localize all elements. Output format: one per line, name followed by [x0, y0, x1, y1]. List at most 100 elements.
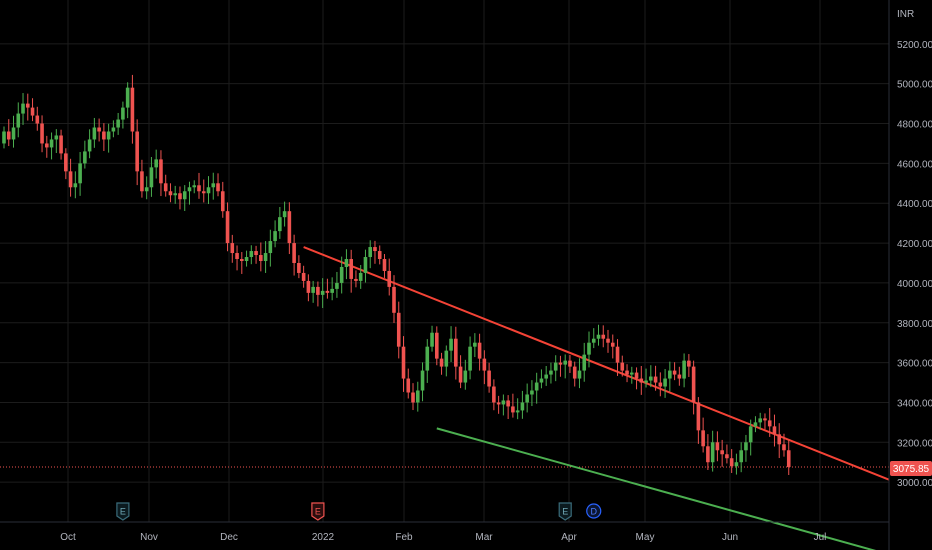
y-tick-label: 4600.00: [897, 159, 932, 170]
candle-body: [625, 370, 629, 375]
candle-body: [530, 390, 534, 395]
candle-body: [130, 87, 135, 132]
candle-body: [201, 191, 206, 194]
candle-body: [672, 370, 677, 375]
candle-body: [311, 286, 315, 293]
candle-body: [401, 346, 406, 379]
candle-body: [506, 400, 510, 407]
candle-body: [663, 378, 667, 387]
candle-body: [59, 135, 63, 154]
candle-body: [163, 183, 168, 192]
candle-body: [786, 450, 791, 468]
y-tick-label: 3000.00: [897, 478, 932, 489]
candle-body: [16, 113, 21, 128]
candle-body: [782, 444, 786, 451]
candle-body: [653, 376, 658, 383]
candle-body: [525, 394, 529, 403]
candle-body: [748, 426, 753, 443]
candle-body: [49, 139, 54, 148]
price-axis: INR 3000.00 3200.00 3400.00 3600.00 3800.00 4…: [888, 0, 932, 550]
x-tick-label: Dec: [220, 532, 238, 543]
candle-body: [420, 370, 425, 391]
candle-body: [615, 346, 620, 363]
candle-body: [140, 171, 144, 192]
candle-body: [634, 372, 639, 379]
candle-body: [606, 338, 610, 343]
grid: [0, 0, 889, 522]
candle-body: [325, 290, 330, 293]
trendlines: [303, 246, 890, 550]
candle-body: [568, 360, 572, 367]
event-marker-label: E: [562, 507, 568, 517]
candle-body: [720, 450, 724, 455]
candle-body: [297, 262, 301, 273]
candle-body: [192, 185, 197, 188]
x-tick-label: 2022: [312, 532, 335, 543]
y-tick-label: 3600.00: [897, 359, 932, 370]
candle-body: [187, 187, 192, 192]
event-marker-label: E: [120, 507, 126, 517]
candle-body: [106, 131, 111, 140]
candle-body: [392, 286, 396, 313]
candle-body: [396, 312, 401, 347]
candle-body: [25, 103, 30, 108]
candle-body: [415, 390, 420, 403]
candle-body: [368, 247, 373, 258]
candle-body: [54, 135, 59, 140]
candle-body: [387, 270, 392, 287]
candle-body: [330, 288, 334, 293]
candle-body: [582, 354, 587, 371]
candle-body: [301, 272, 306, 281]
candle-body: [320, 290, 325, 295]
candle-body: [135, 131, 139, 172]
candle-body: [439, 358, 444, 367]
event-marker-label: D: [590, 507, 597, 517]
candle-body: [687, 360, 691, 367]
candle-body: [225, 211, 230, 244]
candle-body: [206, 187, 211, 194]
candle-body: [30, 107, 35, 116]
candle-body: [173, 193, 178, 196]
candle-body: [35, 115, 40, 124]
candle-body: [240, 259, 244, 261]
candle-body: [596, 334, 601, 339]
candle-body: [668, 370, 672, 379]
candle-body: [354, 278, 358, 281]
y-tick-label: 4800.00: [897, 120, 932, 131]
x-tick-label: Nov: [140, 532, 158, 543]
candle-body: [116, 119, 120, 128]
candle-body: [696, 402, 701, 431]
candle-body: [501, 400, 506, 405]
candle-body: [425, 346, 430, 371]
candle-body: [430, 332, 434, 347]
candle-body: [744, 442, 748, 451]
earnings-event-marker: E: [311, 502, 325, 521]
candle-body: [682, 360, 686, 379]
candle-body: [149, 167, 154, 188]
candle-body: [263, 253, 268, 261]
candle-body: [454, 338, 458, 367]
candle-body: [753, 422, 758, 427]
earnings-marker-shape: [116, 502, 130, 521]
candle-body: [534, 382, 539, 391]
candle-body: [235, 253, 239, 260]
x-tick-label: Mar: [475, 532, 493, 543]
candle-body: [249, 251, 254, 258]
candle-body: [515, 410, 520, 413]
candle-body: [511, 406, 515, 413]
candle-body: [182, 191, 187, 200]
candle-body: [558, 362, 563, 365]
candle-body: [125, 87, 130, 108]
candle-body: [691, 366, 696, 403]
candle-body: [197, 185, 201, 192]
candle-body: [154, 159, 158, 168]
x-tick-label: Jun: [722, 532, 738, 543]
candle-body: [477, 342, 482, 359]
candle-body: [572, 366, 577, 379]
candle-body: [40, 123, 44, 144]
candle-body: [701, 430, 705, 447]
candle-body: [306, 280, 311, 293]
candle-body: [767, 420, 772, 427]
candle-body: [144, 187, 149, 192]
